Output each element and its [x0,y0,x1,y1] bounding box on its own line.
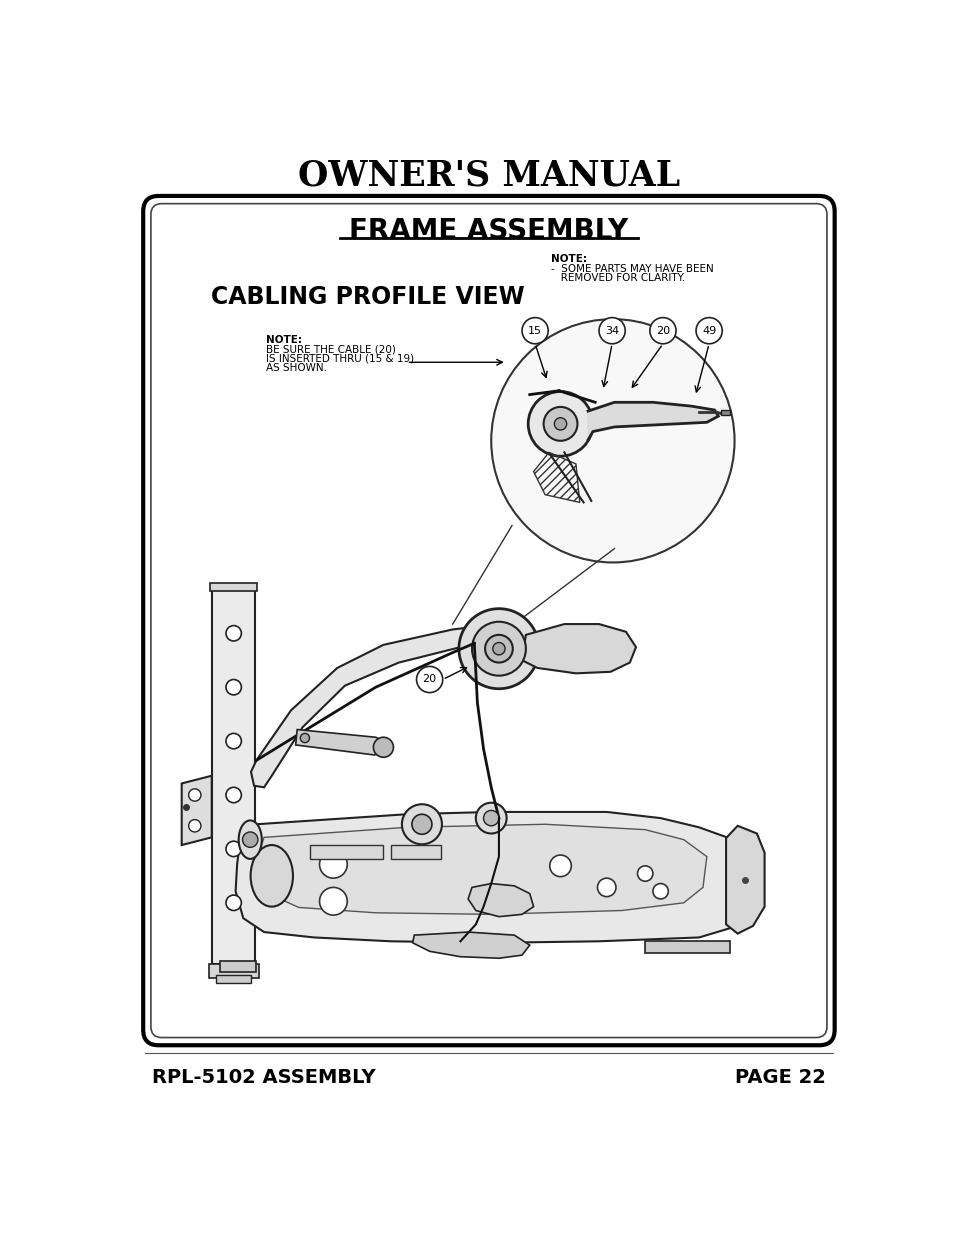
Circle shape [300,734,309,742]
Text: 34: 34 [604,326,618,336]
Circle shape [416,667,442,693]
Bar [220,961,255,972]
Circle shape [652,883,668,899]
Bar [391,845,440,858]
Polygon shape [235,811,756,942]
Circle shape [637,866,652,882]
Polygon shape [725,826,763,934]
FancyBboxPatch shape [151,204,826,1037]
Circle shape [493,642,504,655]
Circle shape [543,406,577,441]
Text: 20: 20 [656,326,669,336]
Polygon shape [251,627,476,787]
Circle shape [484,635,513,662]
Circle shape [226,787,241,803]
Circle shape [476,803,506,834]
Circle shape [554,417,566,430]
Text: NOTE:: NOTE: [551,254,587,264]
Polygon shape [468,883,533,916]
Bar [644,941,729,953]
Circle shape [373,737,393,757]
Circle shape [491,319,734,562]
Text: NOTE:: NOTE: [266,336,302,346]
Text: FRAME ASSEMBLY: FRAME ASSEMBLY [349,217,628,246]
Circle shape [549,855,571,877]
Circle shape [597,878,616,897]
Bar [210,583,257,592]
Polygon shape [586,403,718,441]
Circle shape [521,317,548,343]
Polygon shape [295,730,387,755]
Circle shape [598,317,624,343]
Polygon shape [258,824,706,914]
Polygon shape [181,776,212,845]
Circle shape [649,317,676,343]
Circle shape [189,789,201,802]
Circle shape [226,626,241,641]
Circle shape [226,841,241,857]
Text: 15: 15 [528,326,541,336]
Text: OWNER'S MANUAL: OWNER'S MANUAL [297,159,679,193]
Circle shape [226,895,241,910]
Text: REMOVED FOR CLARITY.: REMOVED FOR CLARITY. [551,273,684,283]
Text: IS INSERTED THRU (15 & 19): IS INSERTED THRU (15 & 19) [266,353,415,364]
Circle shape [472,621,525,676]
Text: -  SOME PARTS MAY HAVE BEEN: - SOME PARTS MAY HAVE BEEN [551,264,713,274]
Text: 20: 20 [422,674,436,684]
Bar [213,587,254,965]
Bar [216,976,251,983]
FancyBboxPatch shape [143,196,834,1045]
Circle shape [226,734,241,748]
Bar [209,965,258,978]
Text: 49: 49 [701,326,716,336]
Circle shape [401,804,441,845]
Text: PAGE 22: PAGE 22 [734,1068,824,1087]
Circle shape [458,609,538,689]
Circle shape [483,810,498,826]
Ellipse shape [251,845,293,906]
Circle shape [242,832,257,847]
Bar [720,410,729,415]
Circle shape [189,820,201,832]
Circle shape [319,888,347,915]
Text: RPL-5102 ASSEMBLY: RPL-5102 ASSEMBLY [152,1068,375,1087]
Text: CABLING PROFILE VIEW: CABLING PROFILE VIEW [211,285,524,309]
Bar [310,845,383,858]
Circle shape [412,814,432,835]
Circle shape [226,679,241,695]
Circle shape [319,851,347,878]
Text: BE SURE THE CABLE (20): BE SURE THE CABLE (20) [266,345,395,354]
Polygon shape [521,624,636,673]
Circle shape [696,317,721,343]
Ellipse shape [238,820,261,858]
Text: AS SHOWN.: AS SHOWN. [266,363,327,373]
Polygon shape [413,932,529,958]
Circle shape [528,391,592,456]
